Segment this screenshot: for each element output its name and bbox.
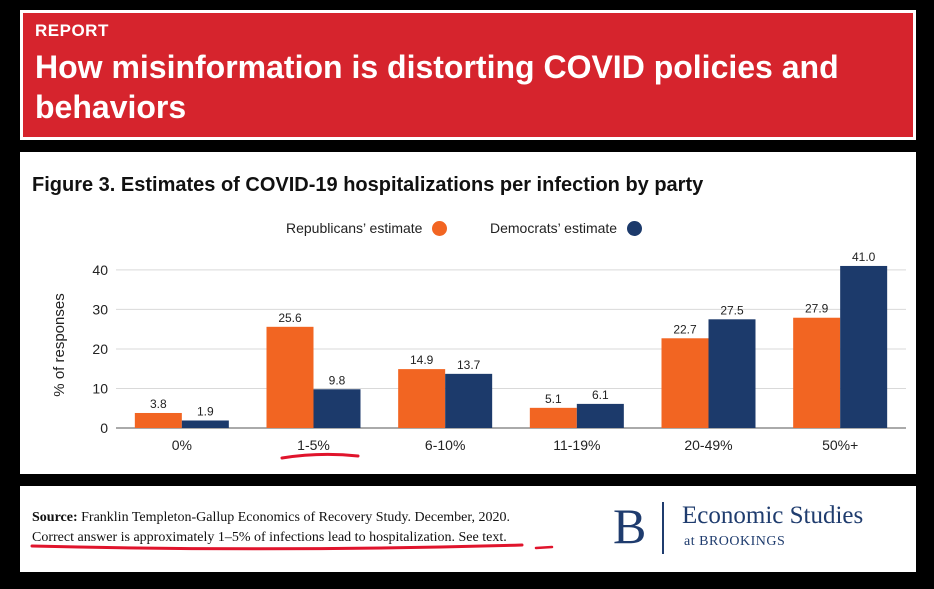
x-tick-label: 1-5% [297, 437, 330, 453]
y-axis-label: % of responses [51, 293, 68, 396]
data-label: 3.8 [150, 397, 167, 411]
data-label: 5.1 [545, 392, 562, 406]
report-banner: REPORT How misinformation is distorting … [20, 10, 916, 140]
x-tick-label: 6-10% [425, 437, 465, 453]
source-line-1: Franklin Templeton-Gallup Economics of R… [81, 510, 510, 525]
y-tick-label: 40 [92, 262, 108, 278]
source-note: Source: Franklin Templeton-Gallup Econom… [32, 508, 510, 548]
legend-label-republicans: Republicans’ estimate [286, 220, 423, 236]
see-text-note: See text. [455, 530, 507, 545]
legend-dot-democrats [627, 220, 643, 236]
logo-name: Economic Studies [682, 502, 864, 529]
bar-republicans [529, 407, 577, 428]
bar-democrats [181, 420, 229, 428]
data-label: 22.7 [673, 322, 697, 336]
x-tick-label: 50%+ [822, 437, 858, 453]
data-label: 6.1 [592, 388, 609, 402]
chart-panel: Figure 3. Estimates of COVID-19 hospital… [20, 152, 916, 474]
y-tick-label: 0 [100, 420, 108, 436]
bar-republicans [793, 317, 841, 428]
data-label: 41.0 [852, 250, 876, 264]
bar-democrats [840, 265, 888, 428]
bar-republicans [266, 326, 314, 428]
legend-item-republicans: Republicans’ estimate [286, 220, 448, 236]
headline: How misinformation is distorting COVID p… [35, 49, 839, 125]
banner-background: REPORT How misinformation is distorting … [23, 13, 913, 137]
bar-democrats [445, 373, 493, 428]
data-label: 27.9 [805, 302, 829, 316]
report-tag: REPORT [35, 21, 109, 40]
legend-item-democrats: Democrats’ estimate [490, 220, 643, 236]
legend-label-democrats: Democrats’ estimate [490, 220, 618, 236]
brookings-logo-letter: B [613, 498, 647, 554]
bar-republicans [661, 338, 709, 428]
legend-dot-republicans [432, 220, 448, 236]
data-label: 9.8 [329, 373, 346, 387]
x-tick-label: 20-49% [684, 437, 732, 453]
correct-answer-note: Correct answer is approximately 1–5% of … [32, 530, 455, 545]
x-tick-label: 0% [172, 437, 192, 453]
bar-chart: 0 10 20 30 40 % of responses 3.8 1.9 0% 25.6 9.8 1-… [51, 250, 906, 453]
bar-republicans [134, 412, 182, 428]
source-panel: Source: Franklin Templeton-Gallup Econom… [20, 486, 916, 572]
figure-title: Figure 3. Estimates of COVID-19 hospital… [32, 174, 704, 196]
source-label: Source: [32, 510, 78, 525]
data-label: 1.9 [197, 404, 214, 418]
logo-subtitle: at BROOKINGS [684, 534, 786, 549]
logo-divider [662, 502, 664, 554]
data-label: 25.6 [278, 311, 302, 325]
data-label: 14.9 [410, 353, 434, 367]
x-tick-label: 11-19% [553, 437, 600, 453]
data-label: 27.5 [720, 303, 744, 317]
bar-democrats [576, 403, 624, 428]
y-tick-label: 10 [92, 380, 108, 396]
bar-democrats [708, 319, 756, 428]
y-tick-label: 20 [92, 341, 108, 357]
bar-republicans [398, 369, 446, 428]
y-tick-label: 30 [92, 301, 108, 317]
bar-democrats [313, 389, 361, 428]
data-label: 13.7 [457, 358, 481, 372]
